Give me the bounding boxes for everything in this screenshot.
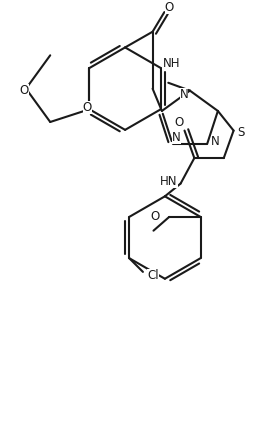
Text: O: O: [165, 1, 174, 14]
Text: N: N: [211, 135, 219, 148]
Text: HN: HN: [160, 175, 178, 188]
Text: O: O: [19, 84, 29, 97]
Text: O: O: [151, 210, 160, 223]
Text: Cl: Cl: [147, 269, 159, 282]
Text: N: N: [172, 132, 181, 145]
Text: O: O: [174, 116, 183, 129]
Text: NH: NH: [162, 57, 180, 70]
Text: N: N: [180, 88, 188, 101]
Text: O: O: [83, 101, 92, 114]
Text: S: S: [238, 126, 245, 139]
